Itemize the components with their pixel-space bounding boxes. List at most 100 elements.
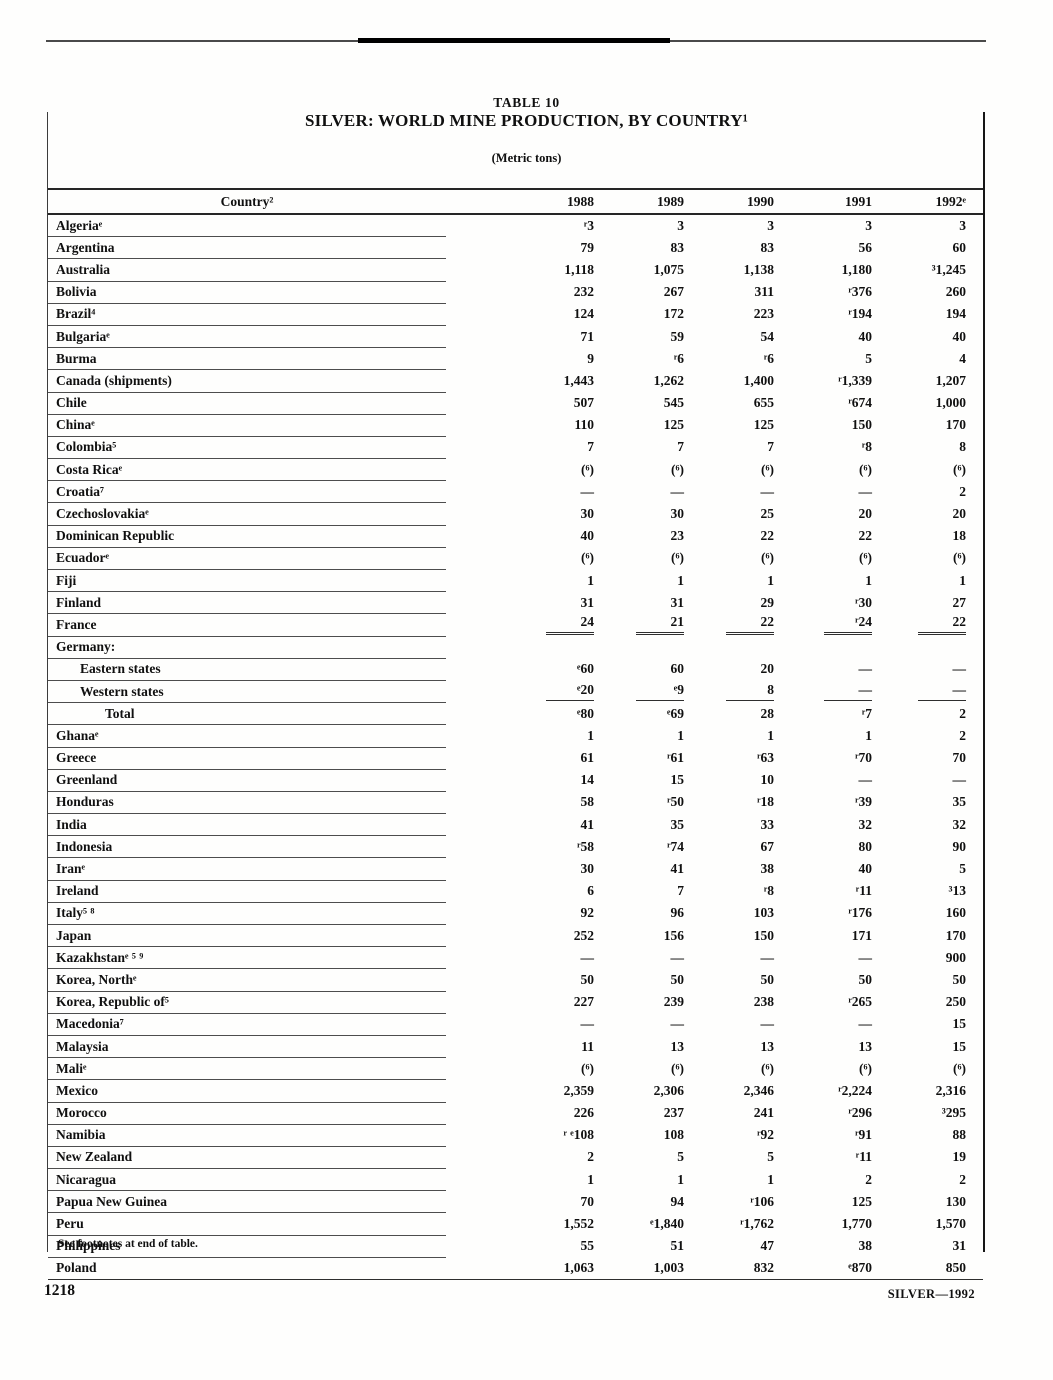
table-row: Mexico 2,359 2,306 2,346 ʳ2,224 2,316 [48,1079,983,1103]
value-cell: 1,552 [563,1216,594,1232]
value-cell: 29 [760,594,775,610]
value-cell: 6 [587,883,594,899]
value-cell: — [952,661,967,677]
value-cell: 20 [760,661,775,677]
country-label: Croatia⁷ [48,480,446,504]
value-cell: 15 [952,1038,967,1054]
table-row: Costa Ricaᵉ (⁶) (⁶) (⁶) (⁶) (⁶) [48,458,983,482]
value-cell: 2 [959,705,966,721]
table-row: Indonesia ʳ58 ʳ74 67 80 90 [48,835,983,859]
value-cell: 5 [677,1149,684,1165]
table-row: Argentina 79 83 83 56 60 [48,236,983,260]
value-cell: 50 [952,971,967,987]
value-cell: 160 [945,905,966,921]
country-label: Greenland [48,769,446,792]
value-cell: 7 [767,439,774,455]
country-label: Czechoslovakiaᵉ [48,502,446,526]
value-cell: 60 [670,661,685,677]
value-cell: ʳ11 [855,883,872,899]
value-cell: 40 [952,328,967,344]
country-label: Namibia [48,1124,446,1147]
value-cell [594,636,684,658]
country-label: Bolivia [48,281,446,304]
value-cell: 655 [753,395,774,411]
table-row: Papua New Guinea 70 94 ʳ106 125 130 [48,1190,983,1214]
country-label: Fiji [48,569,446,593]
table-row: Italy⁵ ⁸ 92 96 103 ʳ176 160 [48,902,983,926]
value-cell: 150 [753,927,774,943]
value-cell: ʳ176 [848,905,872,921]
table-row: Czechoslovakiaᵉ 30 30 25 20 20 [48,502,983,526]
value-cell: 170 [945,417,966,433]
page-title: SILVER: WORLD MINE PRODUCTION, BY COUNTR… [305,111,748,130]
value-cell: 11 [581,1038,594,1054]
value-cell: 1,770 [841,1216,872,1232]
value-cell: 1 [677,1171,684,1187]
value-cell: 130 [945,1193,966,1209]
value-cell: 67 [760,838,775,854]
value-cell: 35 [952,794,967,810]
value-cell: ³13 [948,883,966,899]
value-cell: 194 [945,306,966,322]
value-cell: ʳ63 [757,750,774,766]
table-row: Croatia⁷ — — — — 2 [48,480,983,504]
value-cell: 83 [670,239,685,255]
value-cell: (⁶) [952,461,966,477]
value-cell: 1 [587,572,594,588]
value-cell: — [858,483,873,499]
table-row: Morocco 226 237 241 ʳ296 ³295 [48,1102,983,1125]
column-header-year: 1992ᵉ [872,188,983,215]
value-cell: ʳ30 [855,594,872,610]
value-cell: (⁶) [858,461,872,477]
value-cell: ʳ58 [577,838,594,854]
value-cell: ʳ194 [848,306,872,322]
table-row: Ireland 6 7 ʳ8 ʳ11 ³13 [48,880,983,903]
value-cell: ʳ92 [757,1127,774,1143]
table-row: Australia 1,118 1,075 1,138 1,180 ³1,245 [48,258,983,282]
value-cell: ʳ70 [855,750,872,766]
value-cell: 13 [670,1038,685,1054]
country-label: Papua New Guinea [48,1190,446,1214]
value-cell: 33 [760,816,775,832]
table-row: Eastern states ᵉ60 60 20 — — [48,658,983,681]
value-cell: 7 [677,439,684,455]
value-cell: 58 [580,794,595,810]
country-label: Italy⁵ ⁸ [48,902,446,926]
value-cell: 13 [858,1038,873,1054]
value-cell: 27 [952,594,967,610]
value-cell: 22 [872,614,983,636]
footnote-note: See footnotes at end of table. [58,1238,198,1250]
value-cell: 172 [663,306,684,322]
value-cell: 507 [573,395,594,411]
value-cell: — [872,680,983,702]
country-label: Peru [48,1212,446,1236]
table-row: Korea, Republic of⁵ 227 239 238 ʳ265 250 [48,991,983,1014]
value-cell: ʳ376 [848,284,872,300]
table-row: Chile 507 545 655 ʳ674 1,000 [48,392,983,415]
country-label: Eastern states [48,658,446,681]
value-cell: 311 [754,284,774,300]
table-row: Poland 1,063 1,003 832 ᵉ870 850 [48,1257,983,1281]
value-cell: — [760,949,775,965]
value-cell: ʳ106 [750,1193,774,1209]
value-cell: 1 [677,572,684,588]
value-cell: 4 [959,350,966,366]
value-cell: (⁶) [760,550,774,566]
table-row: Honduras 58 ʳ50 ʳ18 ʳ39 35 [48,791,983,815]
country-label: Korea, Republic of⁵ [48,991,446,1014]
country-label: Bulgariaᵉ [48,325,446,349]
value-cell: ʳ1,339 [838,372,872,388]
value-cell: 3 [677,217,684,233]
value-cell: 7 [677,883,684,899]
value-cell: — [952,772,967,788]
value-cell: 5 [865,350,872,366]
table-row: Chinaᵉ 110 125 125 150 170 [48,414,983,437]
value-cell: ᵉ60 [577,661,594,677]
value-cell: 7 [587,439,594,455]
value-cell: 150 [851,417,872,433]
table-row: Peru 1,552 ᵉ1,840 ʳ1,762 1,770 1,570 [48,1212,983,1236]
country-label: Burma [48,347,446,371]
value-cell: 1 [865,572,872,588]
value-cell: (⁶) [952,1060,966,1076]
value-cell: ᵉ80 [577,705,594,721]
